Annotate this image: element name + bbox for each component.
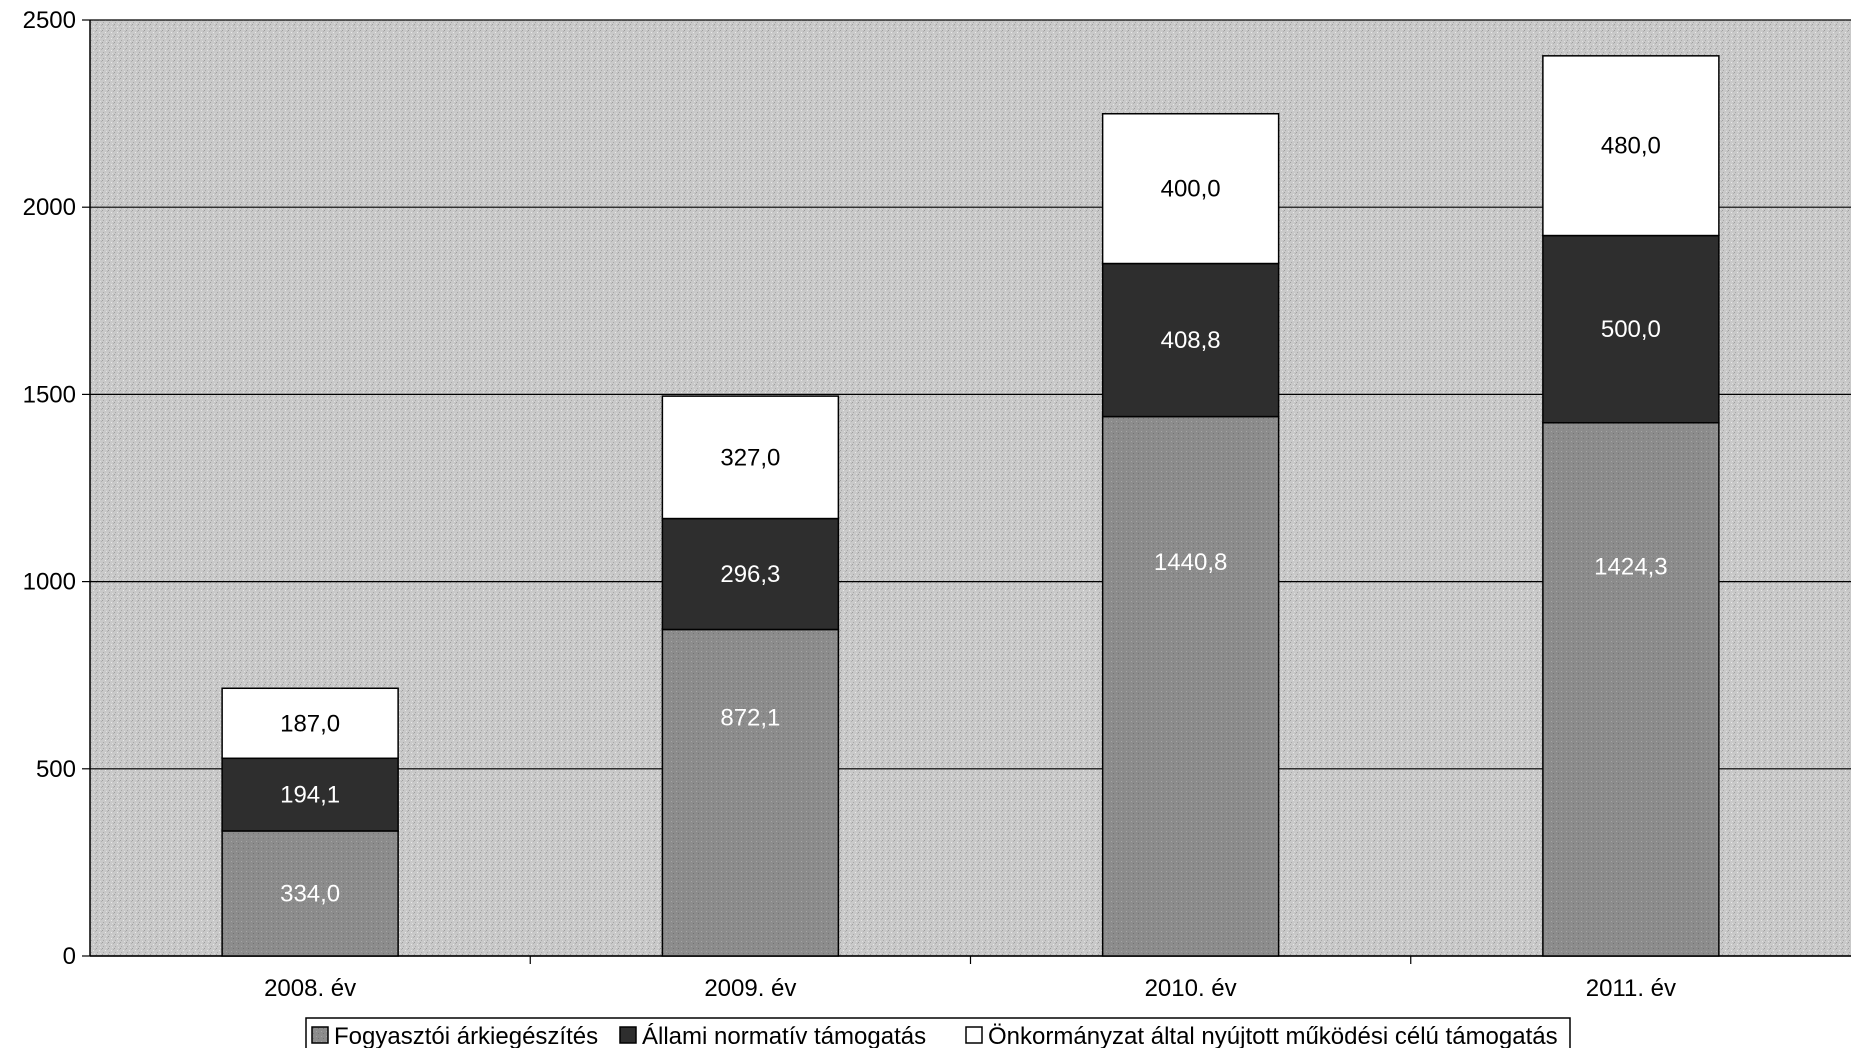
data-label: 296,3: [720, 561, 780, 588]
legend-swatch: [619, 1026, 637, 1044]
bar-segment: [661, 517, 840, 631]
legend-entry: Fogyasztói árkiegészítés: [334, 1023, 598, 1048]
bar-segment: [1101, 415, 1280, 957]
legend-swatch: [965, 1026, 983, 1044]
bar-segment: [661, 628, 840, 957]
bar-segment: [1101, 262, 1280, 418]
bar-segment: [1542, 421, 1720, 957]
legend-entry: Állami normatív támogatás: [642, 1023, 926, 1048]
y-tick-label: 1500: [23, 381, 76, 408]
data-label: 500,0: [1601, 316, 1661, 343]
legend-swatch: [311, 1026, 329, 1044]
data-label: 872,1: [720, 705, 780, 732]
legend-box: [305, 1017, 1571, 1048]
y-tick-label: 2500: [23, 7, 76, 34]
data-label: 1440,8: [1154, 549, 1227, 576]
bar-segment: [221, 687, 399, 760]
y-tick-label: 0: [63, 943, 76, 970]
data-label: 400,0: [1161, 176, 1221, 203]
bar-segment: [221, 757, 399, 832]
data-label: 334,0: [280, 880, 340, 907]
data-label: 187,0: [280, 710, 340, 737]
x-tick-label: 2010. év: [1145, 975, 1237, 1002]
data-label: 480,0: [1601, 133, 1661, 160]
legend-entry: Önkormányzat által nyújtott működési cél…: [988, 1023, 1558, 1048]
y-tick-label: 500: [36, 756, 76, 783]
data-labels: 334,0 194,1 187,0 872,1 296,3 327,0 1440,8 408,…: [280, 133, 1667, 908]
bar-segment: [661, 395, 840, 520]
data-label: 1424,3: [1594, 554, 1667, 581]
bar-segment: [1542, 55, 1720, 237]
bar-segment: [221, 830, 399, 957]
bar-segment: [1101, 112, 1280, 265]
bars: [221, 55, 1720, 957]
x-tick-label: 2009. év: [704, 975, 796, 1002]
y-tick-label: 1000: [23, 569, 76, 596]
y-tick-label: 2000: [23, 194, 76, 221]
legend: Fogyasztói árkiegészítés Állami normatív …: [305, 1017, 1571, 1048]
bar-segment: [1542, 234, 1720, 424]
data-label: 408,8: [1161, 327, 1221, 354]
x-tick-label: 2011. év: [1586, 975, 1676, 1002]
x-tick-label: 2008. év: [264, 975, 356, 1002]
data-label: 194,1: [280, 782, 340, 809]
data-label: 327,0: [720, 444, 780, 471]
